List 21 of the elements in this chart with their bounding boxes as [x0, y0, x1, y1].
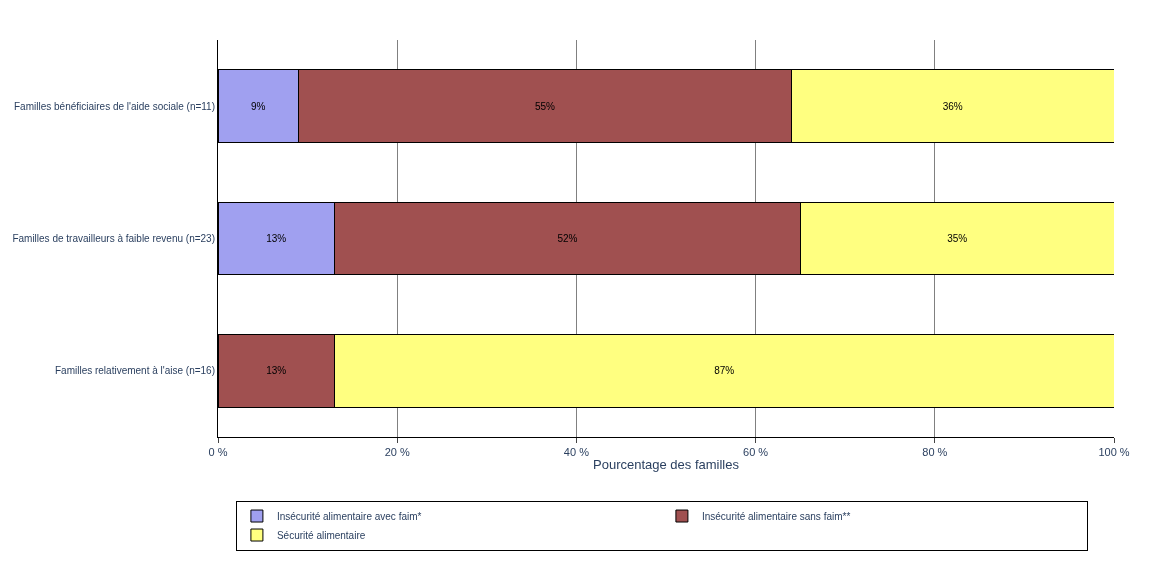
data-label: 35%: [947, 233, 968, 244]
legend-label: Insécurité alimentaire sans faim**: [701, 510, 851, 522]
data-label: 9%: [251, 100, 266, 112]
data-label: 87%: [714, 365, 735, 377]
legend-label: Sécurité alimentaire: [276, 529, 366, 541]
y-tick-label: Familles bénéficiaires de l'aide sociale (n=11): [14, 100, 215, 112]
data-label: 36%: [942, 100, 963, 112]
legend-label: Insécurité alimentaire avec faim*: [276, 510, 422, 522]
y-tick-label: Familles relativement à l'aise (n=16): [54, 365, 215, 377]
x-tick-label: 20 %: [384, 446, 410, 459]
y-tick-label: Familles de travailleurs à faible revenu (n=23): [12, 233, 215, 244]
data-label: 13%: [266, 233, 287, 244]
data-label: 55%: [534, 100, 556, 112]
x-tick-label: 40 %: [563, 446, 590, 459]
x-tick-label: 100 %: [1098, 446, 1130, 459]
data-label: 52%: [557, 233, 578, 244]
data-label: 13%: [266, 365, 287, 377]
x-tick-label: 80 %: [922, 446, 948, 459]
x-tick-label: 60 %: [743, 446, 769, 459]
x-tick-label: 0 %: [208, 446, 228, 459]
x-axis-title: Pourcentage des familles: [593, 456, 740, 472]
